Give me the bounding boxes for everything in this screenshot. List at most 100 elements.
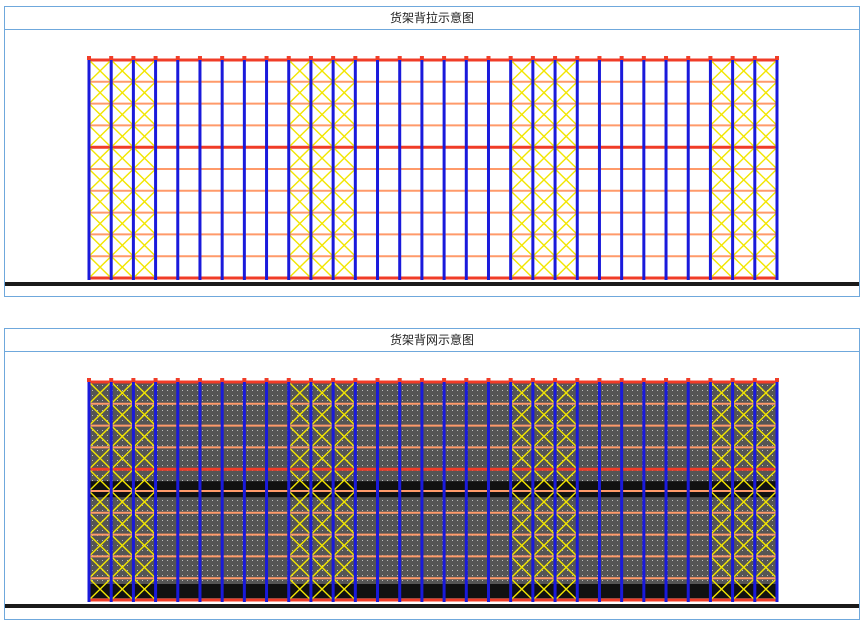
cross-brace [288, 168, 312, 192]
mesh-dot [292, 515, 293, 516]
mesh-dot [547, 465, 548, 466]
mesh-dot [402, 565, 403, 566]
mesh-dot [242, 465, 243, 466]
mesh-dot [442, 435, 443, 436]
mesh-dot [602, 475, 603, 476]
mesh-dot [602, 570, 603, 571]
mesh-dot [297, 445, 298, 446]
mesh-dot [612, 480, 613, 481]
mesh-dot [372, 540, 373, 541]
mesh-dot [172, 465, 173, 466]
mesh-dot [417, 540, 418, 541]
mesh-dot [232, 525, 233, 526]
mesh-dot [587, 550, 588, 551]
mesh-dot [352, 550, 353, 551]
mesh-dot [307, 430, 308, 431]
mesh-dot [632, 475, 633, 476]
mesh-dot [327, 545, 328, 546]
cross-brace [332, 59, 356, 83]
mesh-dot [97, 500, 98, 501]
mesh-dot [187, 515, 188, 516]
mesh-dot [617, 520, 618, 521]
mesh-dot [352, 540, 353, 541]
mesh-dot [627, 385, 628, 386]
mesh-dot [247, 430, 248, 431]
mesh-dot [547, 415, 548, 416]
mesh-dot [167, 475, 168, 476]
mesh-dot [462, 520, 463, 521]
cross-brace [510, 146, 534, 170]
mesh-dot [482, 385, 483, 386]
mesh-dot [187, 420, 188, 421]
mesh-dot [437, 505, 438, 506]
cross-brace [332, 81, 356, 105]
mesh-dot [452, 430, 453, 431]
cross-brace [554, 103, 578, 126]
mesh-dot [427, 455, 428, 456]
mesh-dot [367, 390, 368, 391]
mesh-dot [327, 560, 328, 561]
mesh-dot [202, 410, 203, 411]
mesh-dot [277, 525, 278, 526]
mesh-dot [162, 515, 163, 516]
mesh-dot [392, 460, 393, 461]
mesh-dot [507, 580, 508, 581]
mesh-dot [442, 460, 443, 461]
mesh-dot [247, 420, 248, 421]
mesh-dot [557, 430, 558, 431]
cross-brace [554, 190, 578, 214]
mesh-dot [182, 530, 183, 531]
mesh-dot [322, 385, 323, 386]
mesh-dot [227, 440, 228, 441]
mesh-dot [357, 455, 358, 456]
mesh-dot [232, 415, 233, 416]
mesh-dot [157, 480, 158, 481]
mesh-dot [537, 395, 538, 396]
mesh-dot [382, 575, 383, 576]
mesh-dot [187, 510, 188, 511]
mesh-dot [167, 525, 168, 526]
mesh-dot [587, 510, 588, 511]
mesh-dot [282, 525, 283, 526]
mesh-dot [552, 570, 553, 571]
mesh-dot [232, 420, 233, 421]
mesh-dot [407, 530, 408, 531]
mesh-dot [297, 415, 298, 416]
mesh-dot [502, 525, 503, 526]
mesh-dot [587, 565, 588, 566]
mesh-dot [567, 520, 568, 521]
mesh-dot [152, 540, 153, 541]
mesh-dot [152, 435, 153, 436]
upright-cap [575, 56, 580, 60]
mesh-dot [367, 505, 368, 506]
mesh-dot [587, 480, 588, 481]
mesh-dot [192, 450, 193, 451]
mesh-dot [322, 530, 323, 531]
mesh-dot [232, 455, 233, 456]
mesh-dot [557, 390, 558, 391]
mesh-dot [612, 440, 613, 441]
mesh-dot [572, 385, 573, 386]
mesh-dot [252, 520, 253, 521]
mesh-dot [502, 465, 503, 466]
mesh-dot [262, 420, 263, 421]
cross-brace [310, 103, 334, 126]
mesh-dot [492, 520, 493, 521]
mesh-dot [157, 400, 158, 401]
mesh-dot [187, 435, 188, 436]
mesh-dot [402, 430, 403, 431]
mesh-dot [257, 480, 258, 481]
mesh-dot [212, 430, 213, 431]
mesh-dot [517, 385, 518, 386]
cross-brace [732, 233, 756, 257]
mesh-dot [402, 460, 403, 461]
mesh-dot [212, 435, 213, 436]
mesh-dot [632, 545, 633, 546]
mesh-dot [187, 575, 188, 576]
mesh-dot [237, 405, 238, 406]
mesh-dot [277, 440, 278, 441]
mesh-dot [297, 400, 298, 401]
mesh-dot [557, 435, 558, 436]
mesh-dot [142, 450, 143, 451]
mesh-dot [227, 435, 228, 436]
